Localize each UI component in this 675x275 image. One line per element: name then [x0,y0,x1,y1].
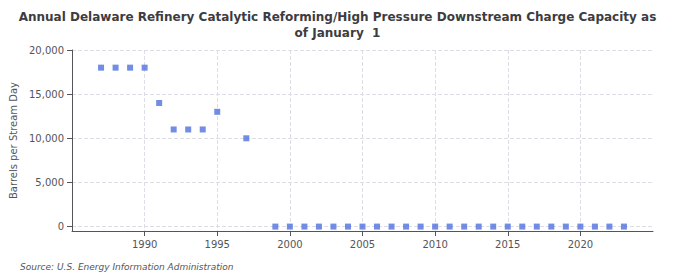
svg-text:20,000: 20,000 [29,45,64,56]
svg-text:2000: 2000 [277,239,302,250]
svg-text:Barrels per Stream Day: Barrels per Stream Day [8,82,19,199]
svg-text:1990: 1990 [132,239,157,250]
svg-text:2020: 2020 [568,239,593,250]
svg-text:0: 0 [58,221,64,232]
svg-text:Source: U.S. Energy Informatio: Source: U.S. Energy Information Administ… [20,262,234,272]
svg-text:of January 1: of January 1 [295,26,381,40]
svg-text:1995: 1995 [205,239,230,250]
svg-text:Annual Delaware Refinery Catal: Annual Delaware Refinery Catalytic Refor… [19,10,657,24]
svg-text:2015: 2015 [495,239,520,250]
svg-text:5,000: 5,000 [35,177,64,188]
svg-text:2005: 2005 [350,239,375,250]
svg-text:10,000: 10,000 [29,133,64,144]
svg-text:15,000: 15,000 [29,89,64,100]
svg-text:2010: 2010 [422,239,447,250]
